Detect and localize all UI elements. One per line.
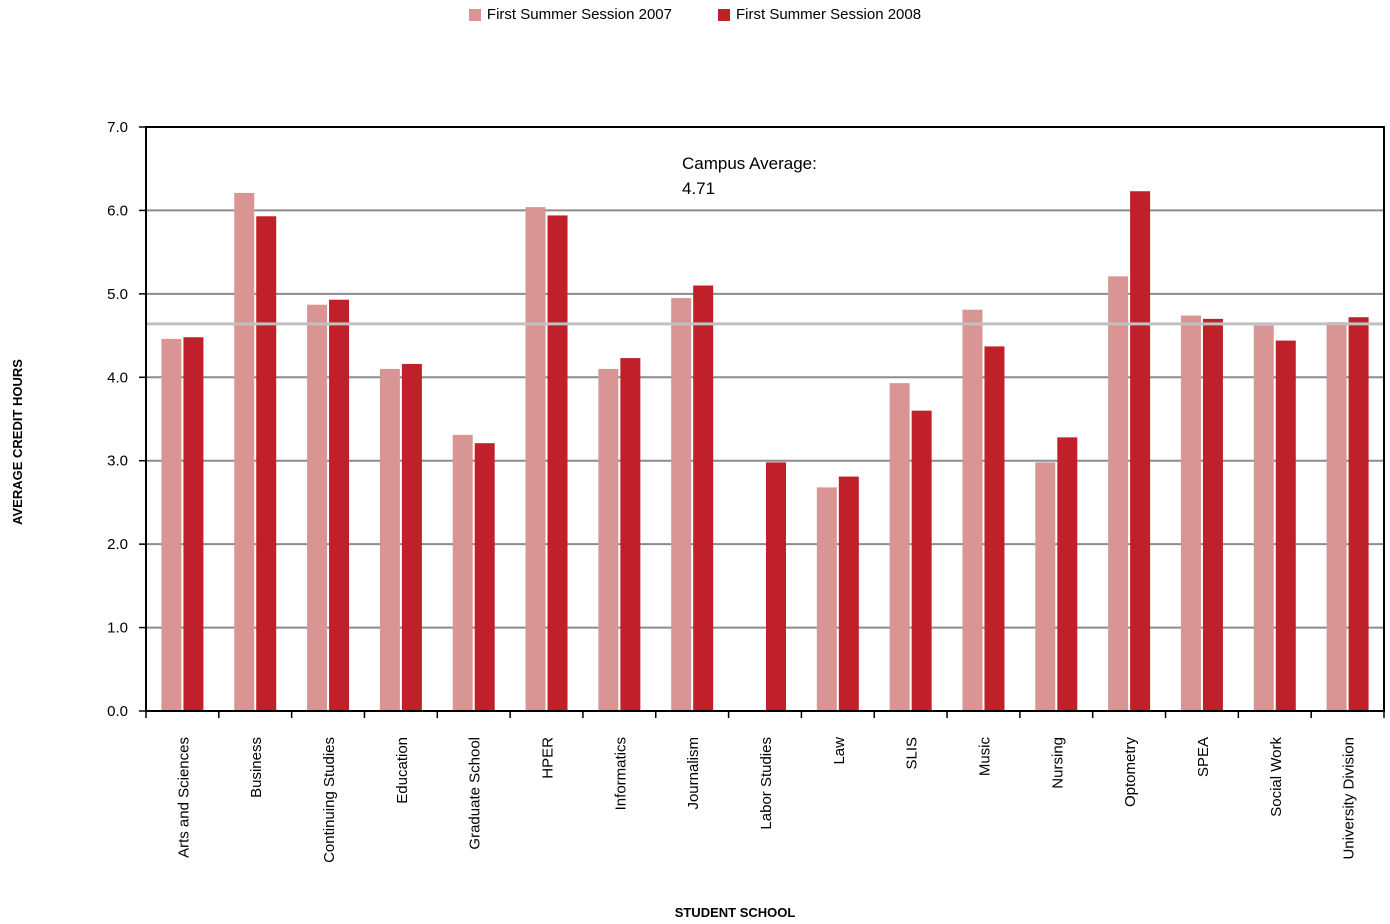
y-tick-label: 0.0 (107, 703, 128, 720)
x-tick-label: Education (394, 737, 411, 804)
bar (889, 383, 910, 711)
bar (962, 309, 983, 711)
gridlines (146, 209, 1384, 629)
y-tick-label: 6.0 (107, 202, 128, 219)
x-tick-label: SPEA (1195, 737, 1212, 777)
x-tick-label: University Division (1341, 737, 1358, 860)
axes: 0.0 1.0 2.0 3.0 4.0 5.0 6.0 7.0 Arts and Science… (107, 119, 1385, 863)
y-tick-label: 4.0 (107, 369, 128, 386)
bar (379, 368, 400, 711)
x-tick-label: Business (248, 737, 265, 798)
x-tick-label: Journalism (685, 737, 702, 810)
x-tick-label: SLIS (904, 737, 921, 770)
bar (1035, 462, 1056, 711)
bar (183, 337, 204, 711)
bar (452, 434, 473, 711)
bar (1180, 315, 1201, 711)
bar (911, 410, 932, 711)
x-tick-label: Nursing (1049, 737, 1066, 789)
y-tick-label: 2.0 (107, 536, 128, 553)
legend-swatch-2008 (718, 8, 730, 21)
bar (547, 215, 568, 712)
bar (1326, 322, 1347, 711)
bar (401, 363, 422, 711)
bar (766, 462, 786, 711)
x-tick-label: Social Work (1268, 737, 1285, 817)
x-tick-label: Optometry (1122, 737, 1139, 808)
annotation-line-2: 4.71 (682, 179, 715, 198)
bar (1057, 437, 1078, 711)
legend-label-2008: First Summer Session 2008 (736, 6, 922, 23)
x-tick-label: Arts and Sciences (175, 737, 192, 858)
bars (161, 191, 1369, 712)
bar (1275, 340, 1296, 711)
x-tick-label: Continuing Studies (321, 737, 338, 863)
bar (598, 368, 619, 711)
bar (816, 487, 837, 711)
bar (1202, 318, 1223, 711)
legend-item-2008: First Summer Session 2008 (718, 6, 921, 23)
y-tick-label: 7.0 (107, 119, 128, 136)
x-axis-title: STUDENT SCHOOL (675, 905, 796, 920)
bar (1348, 317, 1369, 711)
bar (984, 346, 1005, 711)
bar (838, 476, 859, 711)
bar (693, 285, 714, 711)
bar (1130, 191, 1151, 712)
y-tick-label: 5.0 (107, 286, 128, 303)
bar (307, 304, 328, 711)
legend-swatch-2007 (468, 8, 481, 21)
bar (256, 216, 277, 712)
bar (671, 298, 692, 711)
bar (620, 358, 641, 711)
bar (161, 338, 182, 711)
bar (234, 192, 255, 711)
y-tick-label: 1.0 (107, 620, 128, 637)
x-tick-label: Graduate School (467, 737, 484, 850)
x-tick-label: Music (976, 737, 993, 777)
plot-area-border (145, 126, 1385, 712)
x-tick-label: HPER (540, 737, 557, 779)
bar (474, 443, 495, 711)
legend-item-2007: First Summer Session 2007 (468, 6, 672, 23)
annotation-line-1: Campus Average: (682, 154, 817, 173)
bar (1253, 325, 1274, 711)
legend: First Summer Session 2007 First Summer S… (0, 6, 1390, 23)
bar (329, 299, 350, 711)
x-tick-label: Law (831, 737, 848, 765)
x-tick-label: Informatics (612, 737, 629, 810)
y-axis-title: AVERAGE CREDIT HOURS (10, 359, 25, 525)
y-tick-label: 3.0 (107, 453, 128, 470)
legend-label-2007: First Summer Session 2007 (486, 6, 672, 23)
bar (525, 207, 546, 711)
bar (1108, 276, 1129, 711)
x-tick-label: Labor Studies (758, 737, 775, 830)
